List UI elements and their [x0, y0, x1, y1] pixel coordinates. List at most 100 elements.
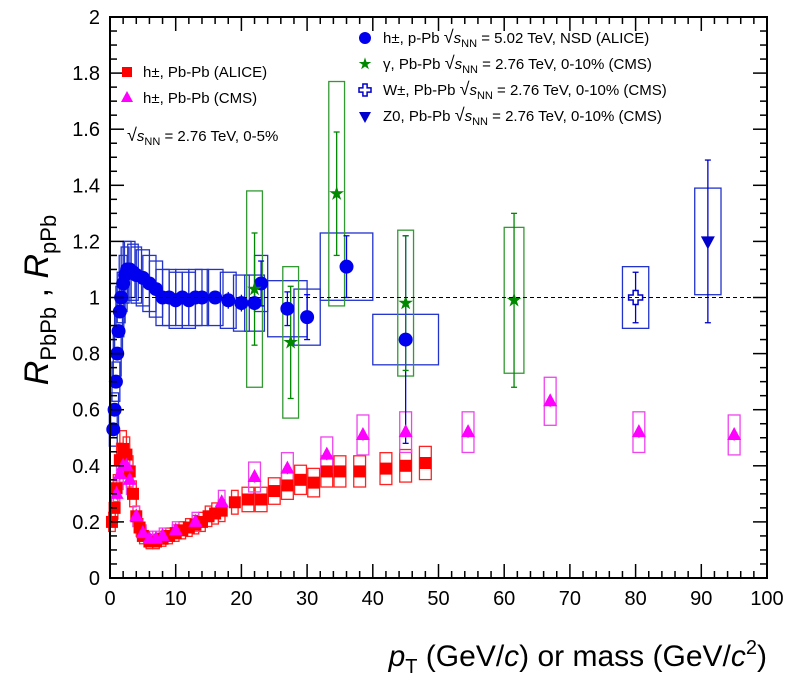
- -pb-pb-cms-point: [506, 292, 522, 307]
- h-pb-pb-cms-syst-box: [461, 411, 475, 454]
- s-symbol: s: [469, 82, 477, 99]
- legend-label: Z0, Pb-Pb √sNN = 2.76 TeV, 0-10% (CMS): [383, 105, 662, 128]
- legend-label: h±, p-Pb √sNN = 5.02 TeV, NSD (ALICE): [383, 27, 649, 50]
- -pb-pb-cms-point: [329, 186, 344, 200]
- x-label-sup: 2: [746, 637, 757, 659]
- h-pb-pb-cms-point: [247, 469, 262, 483]
- sqrt-symbol: √: [460, 79, 470, 99]
- h-pb-pb-alice-point: [419, 456, 432, 469]
- h-pb-pb-cms-point: [543, 393, 558, 407]
- y-tick-label: 1.2: [72, 231, 100, 253]
- x-tick-label: 10: [165, 588, 187, 610]
- y-tick-label: 1: [89, 288, 100, 310]
- h-p-pb-alice-point: [339, 259, 354, 274]
- h-pb-pb-alice-point: [294, 473, 307, 486]
- x-tick-label: 50: [427, 588, 449, 610]
- h-pb-pb-cms-point: [155, 527, 170, 541]
- x-tick-label: 100: [750, 588, 783, 610]
- y-tick-label: 0.4: [72, 456, 100, 478]
- h-pb-pb-cms-point: [280, 460, 295, 474]
- nn-subscript: NN: [477, 90, 493, 102]
- legend-marker-triangle-up: [121, 91, 133, 102]
- y-tick-label: 1.8: [72, 63, 100, 85]
- h-pb-pb-cms-point: [109, 485, 124, 499]
- y-tick-label: 1.4: [72, 175, 100, 197]
- h-pb-pb-cms-point: [461, 424, 476, 438]
- h-pb-pb-alice-point: [307, 476, 320, 489]
- h-pb-pb-cms-point: [135, 525, 150, 539]
- legend-species: W±, Pb-Pb: [383, 82, 460, 99]
- h-pb-pb-cms-point: [398, 424, 413, 438]
- h-pb-pb-cms-point: [129, 508, 144, 522]
- x-label-c: c: [504, 640, 519, 673]
- nn-subscript: NN: [144, 136, 160, 148]
- x-label-rest2: ) or mass (GeV/: [519, 640, 731, 673]
- h-pb-pb-cms-point: [112, 466, 127, 480]
- y-tick-label: 2: [89, 7, 100, 29]
- y-tick-label: 0.6: [72, 400, 100, 422]
- h-pb-pb-alice-point: [320, 465, 333, 478]
- legend-marker-circle: [359, 32, 371, 44]
- h-pb-pb-alice-point: [241, 493, 254, 506]
- s-symbol: s: [465, 108, 473, 125]
- nn-subscript: NN: [461, 38, 477, 50]
- h-pb-pb-cms-point: [631, 424, 646, 438]
- h-p-pb-alice-point: [234, 296, 249, 311]
- y-label-sep: ,: [18, 278, 56, 306]
- -pb-pb-cms-point: [283, 334, 298, 349]
- legend-marker-star: [358, 57, 372, 70]
- -pb-pb-cms-syst-box: [328, 80, 346, 307]
- nn-subscript: NN: [462, 64, 478, 76]
- h-p-pb-alice-point: [280, 301, 295, 316]
- y-label-r2: R: [18, 254, 56, 279]
- -pb-pb-cms-syst-box: [282, 265, 300, 419]
- x-tick-label: 30: [296, 588, 318, 610]
- y-tick-label: 0.2: [72, 512, 100, 534]
- legend-energy: √sNN = 2.76 TeV, 0-5%: [127, 125, 278, 148]
- x-tick-label: 0: [104, 588, 115, 610]
- h-pb-pb-cms-point: [214, 494, 229, 508]
- h-pb-pb-cms-syst-box: [356, 414, 370, 456]
- h-pb-pb-cms-point: [119, 457, 134, 471]
- h-pb-pb-alice-point: [268, 485, 281, 498]
- legend-label: γ, Pb-Pb √sNN = 2.76 TeV, 0-10% (CMS): [383, 53, 652, 76]
- h-pb-pb-cms-syst-box: [632, 411, 646, 454]
- x-tick-label: 80: [624, 588, 646, 610]
- sqrt-symbol: √: [127, 125, 137, 145]
- h-pb-pb-cms-point: [122, 471, 137, 485]
- y-tick-label: 0: [89, 568, 100, 590]
- y-tick-label: 1.6: [72, 119, 100, 141]
- legend-label: h±, Pb-Pb (CMS): [143, 90, 257, 107]
- x-tick-label: 70: [559, 588, 581, 610]
- h-pb-pb-cms-syst-box: [247, 461, 262, 493]
- legend-species: γ, Pb-Pb: [383, 56, 445, 73]
- x-label-end: ): [757, 640, 767, 673]
- -pb-pb-cms-point: [247, 281, 262, 296]
- x-label-rest: (GeV/: [417, 640, 504, 673]
- h-pb-pb-alice-point: [120, 448, 133, 461]
- s-symbol: s: [137, 128, 145, 145]
- s-symbol: s: [454, 30, 462, 47]
- h-p-pb-alice-point: [398, 332, 413, 347]
- h-pb-pb-cms-point: [727, 426, 742, 440]
- h-p-pb-alice-point: [247, 296, 262, 311]
- h-pb-pb-cms-syst-box: [543, 376, 557, 426]
- h-pb-pb-alice-point: [399, 459, 412, 472]
- energy-text: = 5.02 TeV, NSD (ALICE): [477, 30, 649, 47]
- x-label-p: p: [388, 640, 406, 673]
- h-pb-pb-cms-point: [168, 522, 183, 536]
- x-tick-label: 60: [493, 588, 515, 610]
- legend-species: Z0, Pb-Pb: [383, 108, 455, 125]
- legend-species: h±, p-Pb: [383, 30, 444, 47]
- y-label-r1: R: [18, 361, 56, 386]
- z0-pb-pb-cms-point: [700, 236, 715, 250]
- h-pb-pb-alice-point: [333, 465, 346, 478]
- sqrt-symbol: √: [444, 27, 454, 47]
- h-pb-pb-alice-point: [255, 493, 268, 506]
- h-pb-pb-cms-point: [188, 513, 203, 527]
- h-pb-pb-alice-point: [379, 462, 392, 475]
- energy-text: = 2.76 TeV, 0-10% (CMS): [488, 108, 662, 125]
- x-tick-label: 20: [230, 588, 252, 610]
- legend-label: W±, Pb-Pb √sNN = 2.76 TeV, 0-10% (CMS): [383, 79, 667, 102]
